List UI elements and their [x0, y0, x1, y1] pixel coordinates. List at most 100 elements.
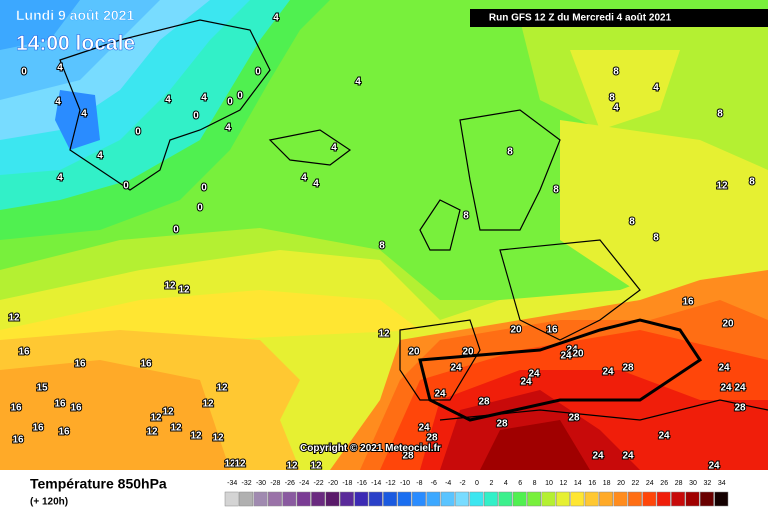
contour-label: 24 — [592, 451, 604, 462]
contour-label: 16 — [682, 297, 694, 308]
contour-label: 12 — [716, 181, 728, 192]
scale-swatch — [426, 491, 441, 507]
contour-label: 12 — [164, 281, 176, 292]
contour-label: 28 — [568, 413, 580, 424]
contour-label: 24 — [602, 367, 614, 378]
scale-swatch — [267, 491, 282, 507]
scale-label: 18 — [603, 480, 611, 487]
scale-swatch — [282, 491, 297, 507]
contour-label: 12 — [170, 423, 182, 434]
scale-label: -24 — [299, 480, 309, 487]
contour-label: 16 — [58, 427, 70, 438]
contour-label: 12 — [178, 285, 190, 296]
contour-label: 28 — [478, 397, 490, 408]
scale-label: 22 — [632, 480, 640, 487]
scale-label: -32 — [242, 480, 252, 487]
contour-label: 0 — [227, 97, 233, 108]
contour-label: 0 — [21, 67, 27, 78]
scale-label: 32 — [704, 480, 712, 487]
contour-label: 4 — [301, 173, 307, 184]
contour-label: 28 — [402, 451, 414, 462]
contour-label: 4 — [81, 109, 87, 120]
contour-label: 0 — [123, 181, 129, 192]
contour-label: 12 — [146, 427, 158, 438]
scale-swatch — [296, 491, 311, 507]
scale-label: -16 — [357, 480, 367, 487]
contour-label: 4 — [313, 179, 319, 190]
contour-label: 16 — [74, 359, 86, 370]
scale-swatch — [325, 491, 340, 507]
lead-time: (+ 120h) — [30, 497, 68, 508]
contour-label: 24 — [560, 351, 572, 362]
scale-label: 8 — [533, 480, 537, 487]
contour-label: 24 — [708, 461, 720, 472]
contour-label: 8 — [653, 233, 659, 244]
scale-swatch — [224, 491, 239, 507]
contour-label: 12 — [150, 413, 162, 424]
run-box — [470, 9, 768, 27]
contour-label: 12 — [8, 313, 20, 324]
scale-swatch — [714, 491, 729, 507]
scale-label: -26 — [285, 480, 295, 487]
contour-label: 8 — [553, 185, 559, 196]
scale-swatch — [642, 491, 657, 507]
date: Lundi 9 août 2021 — [16, 7, 134, 23]
contour-label: 24 — [418, 423, 430, 434]
scale-swatch — [512, 491, 527, 507]
contour-label: 4 — [613, 103, 619, 114]
contour-label: 16 — [54, 399, 66, 410]
contour-label: 4 — [273, 13, 279, 24]
scale-label: -12 — [386, 480, 396, 487]
contour-label: 12 — [212, 433, 224, 444]
contour-label: 16 — [10, 403, 22, 414]
scale-label: -4 — [445, 480, 451, 487]
contour-label: 4 — [55, 97, 61, 108]
scale-label: -14 — [371, 480, 381, 487]
scale-swatch — [613, 491, 628, 507]
contour-label: 28 — [496, 419, 508, 430]
contour-label: 8 — [749, 177, 755, 188]
contour-label: 4 — [653, 83, 659, 94]
contour-label: 12 — [224, 459, 236, 470]
scale-label: 30 — [689, 480, 697, 487]
scale-swatch — [527, 491, 542, 507]
contour-label: 20 — [510, 325, 522, 336]
contour-label: 24 — [450, 363, 462, 374]
contour-label: 12 — [216, 383, 228, 394]
contour-label: 12 — [286, 461, 298, 472]
contour-label: 12 — [378, 329, 390, 340]
contour-label: 24 — [434, 389, 446, 400]
scale-label: 20 — [617, 480, 625, 487]
contour-label: 4 — [225, 123, 231, 134]
scale-label: 2 — [489, 480, 493, 487]
scale-swatch — [440, 491, 455, 507]
contour-label: 8 — [507, 147, 513, 158]
contour-label: 16 — [12, 435, 24, 446]
scale-label: 34 — [718, 480, 726, 487]
scale-swatch — [483, 491, 498, 507]
scale-label: 16 — [588, 480, 596, 487]
contour-label: 20 — [408, 347, 420, 358]
contour-label: 20 — [462, 347, 474, 358]
contour-label: 24 — [520, 377, 532, 388]
contour-label: 0 — [201, 183, 207, 194]
contour-label: 28 — [622, 363, 634, 374]
scale-label: -28 — [270, 480, 280, 487]
contour-label: 0 — [255, 67, 261, 78]
contour-label: 12 — [234, 459, 246, 470]
contour-label: 0 — [237, 91, 243, 102]
contour-label: 0 — [173, 225, 179, 236]
scale-swatch — [239, 491, 254, 507]
map-background — [0, 0, 768, 470]
contour-label: 24 — [720, 383, 732, 394]
contour-label: 15 — [36, 383, 48, 394]
scale-swatch — [656, 491, 671, 507]
contour-label: 16 — [32, 423, 44, 434]
scale-swatch — [354, 491, 369, 507]
scale-label: -6 — [431, 480, 437, 487]
scale-swatch — [627, 491, 642, 507]
scale-label: 28 — [675, 480, 683, 487]
contour-label: 4 — [331, 143, 337, 154]
contour-label: 4 — [165, 95, 171, 106]
scale-swatch — [570, 491, 585, 507]
